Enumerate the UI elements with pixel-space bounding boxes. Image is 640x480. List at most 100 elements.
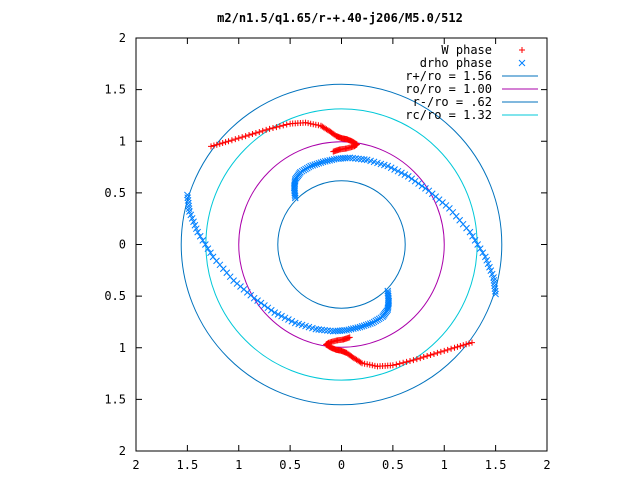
legend-label: rc/ro = 1.32 <box>405 108 492 122</box>
drho-phase-point <box>307 162 315 170</box>
w-phase-point <box>463 341 470 348</box>
x-tick-label: 1 <box>235 458 242 472</box>
drho-phase-point <box>196 232 204 240</box>
drho-phase-point <box>278 312 285 320</box>
drho-phase-point <box>185 202 193 210</box>
w-phase-point <box>369 362 376 369</box>
drho-phase-point <box>185 205 193 213</box>
y-tick-label: 0.5 <box>104 186 126 200</box>
w-phase-point <box>276 123 283 130</box>
w-phase-point <box>427 351 434 358</box>
w-phase-point <box>249 131 256 138</box>
drho-phase-point <box>184 191 191 199</box>
drho-phase-point <box>411 177 419 185</box>
w-phase-point <box>434 349 441 356</box>
drho-phase-point <box>192 225 200 233</box>
drho-phase-point <box>313 160 321 168</box>
w-phase-point <box>366 361 373 368</box>
w-phase-point <box>256 128 263 135</box>
w-phase-point <box>444 346 451 353</box>
w-phase-point <box>417 355 424 362</box>
drho-phase-point <box>209 253 217 261</box>
legend-swatch <box>519 47 525 53</box>
w-phase-point <box>283 121 290 128</box>
drho-phase-point <box>257 299 265 307</box>
drho-phase-point <box>184 194 192 202</box>
w-phase-point <box>451 344 458 351</box>
y-tick-label: 1.5 <box>104 83 126 97</box>
drho-phase-point <box>384 303 392 311</box>
w-phase-point <box>222 139 229 146</box>
x-tick-label: 0.5 <box>279 458 301 472</box>
drho-phase-point <box>315 326 323 333</box>
w-phase-point <box>403 358 410 365</box>
drho-phase-point <box>309 161 317 169</box>
drho-phase-point <box>318 326 325 334</box>
drho-phase-point <box>394 167 402 175</box>
circle-series <box>180 83 503 406</box>
w-phase-point <box>235 135 242 142</box>
drho-phase-point <box>329 327 337 335</box>
w-phase-point <box>270 125 276 131</box>
drho-phase-point <box>194 228 202 236</box>
w-phase-point <box>280 122 287 129</box>
drho-phase-point <box>191 221 199 229</box>
drho-phase-point <box>490 279 498 287</box>
drho-phase-point <box>387 164 395 172</box>
drho-phase-point <box>254 297 261 304</box>
drho-phase-point <box>360 156 368 163</box>
w-phase-point <box>448 345 455 352</box>
w-phase-point <box>208 143 215 150</box>
drho-phase-point <box>288 317 296 325</box>
drho-phase-point <box>291 178 299 186</box>
w-phase-point <box>219 139 226 146</box>
drho-phase-point <box>466 228 474 236</box>
chart-title: m2/n1.5/q1.65/r-+.40-j206/M5.0/512 <box>217 11 463 25</box>
drho-phase-point <box>490 274 497 281</box>
drho-phase-point <box>327 327 334 335</box>
drho-phase-point <box>479 249 487 257</box>
drho-phase-point <box>401 171 409 178</box>
w-phase-point <box>441 347 448 354</box>
w-phase-point <box>410 357 417 364</box>
drho-phase-point <box>364 320 372 328</box>
w-phase-point <box>307 120 314 127</box>
drho-phase-point <box>404 173 412 180</box>
drho-phase-point <box>492 290 499 298</box>
drho-phase-point <box>261 302 268 309</box>
drho-phase-point <box>324 327 331 334</box>
w-phase-point <box>364 361 371 368</box>
drho-phase-point <box>422 185 429 192</box>
drho-phase-point <box>352 155 359 162</box>
w-phase-point <box>246 132 253 139</box>
w-phase-point <box>228 137 235 144</box>
drho-phase-point <box>360 322 368 330</box>
drho-phase-point <box>349 154 356 162</box>
w-phase-point <box>330 148 337 155</box>
drho-phase-point <box>184 197 192 204</box>
w-phase-point <box>420 354 427 361</box>
w-phase-point <box>216 140 223 147</box>
drho-phase-point <box>384 162 392 170</box>
y-tick-label: 0 <box>119 238 126 252</box>
w-phase-point <box>466 340 473 347</box>
drho-phase-point <box>408 175 416 183</box>
legend-label: r+/ro = 1.56 <box>405 69 492 83</box>
drho-phase-point <box>474 241 481 248</box>
drho-phase-point <box>187 211 195 219</box>
y-tick-label: 1 <box>119 134 126 148</box>
w-phase-point <box>210 142 217 149</box>
drho-phase-point <box>204 245 212 252</box>
drho-phase-point <box>190 218 197 226</box>
y-tick-label: 2 <box>119 31 126 45</box>
x-tick-label: 2 <box>132 458 139 472</box>
w-phase-point <box>396 360 403 367</box>
drho-phase-point <box>311 161 319 169</box>
w-phase-point <box>460 342 467 349</box>
x-tick-label: 1.5 <box>177 458 199 472</box>
drho-phase-point <box>415 180 422 187</box>
w-phase-point <box>430 350 437 357</box>
w-phase-point <box>424 353 431 360</box>
w-phase-point <box>266 125 273 132</box>
